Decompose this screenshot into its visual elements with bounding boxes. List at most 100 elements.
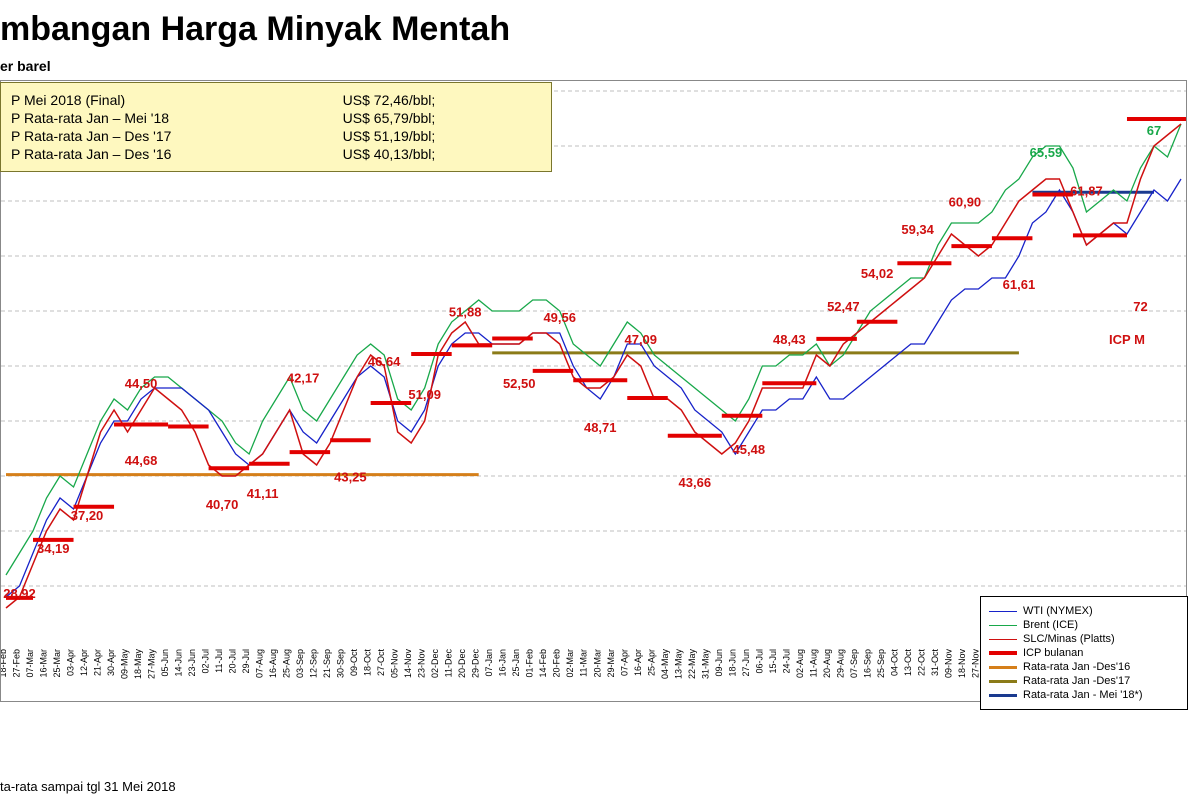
info-row-value: US$ 51,19/bbl; <box>325 127 541 145</box>
footnote-text: ta-rata sampai tgl 31 Mei 2018 <box>0 779 176 794</box>
svg-text:29-Jul: 29-Jul <box>241 649 251 674</box>
svg-text:03-Sep: 03-Sep <box>295 649 305 678</box>
svg-text:37,20: 37,20 <box>71 508 104 523</box>
svg-text:42,17: 42,17 <box>287 371 320 386</box>
svg-text:41,11: 41,11 <box>247 486 279 501</box>
svg-text:21-Apr: 21-Apr <box>93 649 103 676</box>
svg-text:61,61: 61,61 <box>1003 277 1036 292</box>
svg-text:29-Aug: 29-Aug <box>835 649 845 678</box>
svg-text:16-Aug: 16-Aug <box>268 649 278 678</box>
svg-text:07-Sep: 07-Sep <box>849 649 859 678</box>
svg-text:60,90: 60,90 <box>949 195 982 210</box>
svg-text:21-Sep: 21-Sep <box>322 649 332 678</box>
svg-text:09-May: 09-May <box>120 649 130 680</box>
svg-text:23-Nov: 23-Nov <box>417 649 427 679</box>
svg-text:02-Dec: 02-Dec <box>430 649 440 679</box>
svg-text:22-Oct: 22-Oct <box>916 649 926 677</box>
svg-text:25-Aug: 25-Aug <box>282 649 292 678</box>
info-row-value: US$ 72,46/bbl; <box>325 91 541 109</box>
svg-text:31-Oct: 31-Oct <box>930 649 940 677</box>
summary-table: P Mei 2018 (Final)US$ 72,46/bbl; P Rata-… <box>11 91 541 163</box>
svg-text:18-Nov: 18-Nov <box>957 649 967 679</box>
svg-text:27-Nov: 27-Nov <box>970 649 980 679</box>
svg-text:02-Jul: 02-Jul <box>201 649 211 674</box>
legend-label: SLC/Minas (Platts) <box>1023 633 1115 645</box>
svg-text:25-Sep: 25-Sep <box>876 649 886 678</box>
legend-row: Brent (ICE) <box>989 619 1179 631</box>
svg-text:09-Nov: 09-Nov <box>943 649 953 679</box>
info-row-label: P Rata-rata Jan – Des '17 <box>11 127 325 145</box>
legend-row: Rata-rata Jan -Des'17 <box>989 675 1179 687</box>
svg-text:05-Nov: 05-Nov <box>390 649 400 679</box>
svg-text:27-Oct: 27-Oct <box>376 649 386 677</box>
svg-text:47,09: 47,09 <box>624 332 657 347</box>
svg-text:01-Feb: 01-Feb <box>525 649 535 678</box>
svg-text:43,25: 43,25 <box>334 470 367 485</box>
svg-text:07-Jan: 07-Jan <box>484 649 494 677</box>
svg-text:28,92: 28,92 <box>3 586 36 601</box>
svg-text:30-Apr: 30-Apr <box>106 649 116 676</box>
summary-info-box: P Mei 2018 (Final)US$ 72,46/bbl; P Rata-… <box>0 82 552 172</box>
info-row-label: P Rata-rata Jan – Mei '18 <box>11 109 325 127</box>
svg-text:09-Oct: 09-Oct <box>349 649 359 677</box>
svg-text:18-Oct: 18-Oct <box>363 649 373 677</box>
svg-text:54,02: 54,02 <box>861 266 894 281</box>
svg-text:11-Aug: 11-Aug <box>808 649 818 677</box>
svg-text:12-Sep: 12-Sep <box>309 649 319 678</box>
legend-label: Rata-rata Jan - Mei '18*) <box>1023 689 1142 701</box>
svg-text:16-Sep: 16-Sep <box>862 649 872 678</box>
legend-label: WTI (NYMEX) <box>1023 605 1093 617</box>
svg-text:20-Jul: 20-Jul <box>228 649 238 674</box>
svg-text:20-Dec: 20-Dec <box>457 649 467 679</box>
info-row-value: US$ 40,13/bbl; <box>325 145 541 163</box>
svg-text:27-Jun: 27-Jun <box>741 649 751 677</box>
svg-text:20-Mar: 20-Mar <box>592 649 602 678</box>
svg-text:25-Apr: 25-Apr <box>646 649 656 676</box>
svg-text:15-Jul: 15-Jul <box>768 649 778 674</box>
svg-text:40,70: 40,70 <box>206 497 239 512</box>
svg-text:30-Sep: 30-Sep <box>336 649 346 678</box>
svg-text:ICP M: ICP M <box>1109 332 1145 347</box>
svg-text:44,68: 44,68 <box>125 453 158 468</box>
svg-text:14-Jun: 14-Jun <box>174 649 184 677</box>
svg-text:61,87: 61,87 <box>1070 184 1103 199</box>
legend-label: ICP bulanan <box>1023 647 1083 659</box>
svg-text:13-May: 13-May <box>673 649 683 680</box>
svg-text:14-Nov: 14-Nov <box>403 649 413 679</box>
svg-text:02-Mar: 02-Mar <box>565 649 575 678</box>
svg-text:20-Aug: 20-Aug <box>822 649 832 678</box>
svg-text:11-Mar: 11-Mar <box>579 649 589 677</box>
svg-text:16-Mar: 16-Mar <box>39 649 49 678</box>
svg-text:07-Mar: 07-Mar <box>25 649 35 678</box>
svg-text:23-Jun: 23-Jun <box>187 649 197 677</box>
page-subtitle: er barel <box>0 58 51 74</box>
svg-text:51,09: 51,09 <box>408 387 441 402</box>
svg-text:59,34: 59,34 <box>901 222 934 237</box>
info-row-value: US$ 65,79/bbl; <box>325 109 541 127</box>
svg-text:22-May: 22-May <box>687 649 697 680</box>
svg-text:72: 72 <box>1133 299 1147 314</box>
svg-text:05-Jun: 05-Jun <box>160 649 170 677</box>
svg-text:07-Apr: 07-Apr <box>619 649 629 676</box>
svg-text:18-May: 18-May <box>133 649 143 680</box>
legend-row: Rata-rata Jan - Mei '18*) <box>989 689 1179 701</box>
page-title: mbangan Harga Minyak Mentah <box>0 10 510 49</box>
svg-text:48,43: 48,43 <box>773 332 806 347</box>
svg-text:49,56: 49,56 <box>543 310 576 325</box>
info-row-label: P Mei 2018 (Final) <box>11 91 325 109</box>
svg-text:43,66: 43,66 <box>679 475 712 490</box>
svg-text:16-Jan: 16-Jan <box>498 649 508 677</box>
svg-text:46,64: 46,64 <box>368 354 401 369</box>
svg-text:06-Jul: 06-Jul <box>754 649 764 674</box>
svg-text:12-Apr: 12-Apr <box>79 649 89 676</box>
info-row-label: P Rata-rata Jan – Des '16 <box>11 145 325 163</box>
svg-text:14-Feb: 14-Feb <box>538 649 548 678</box>
legend-label: Rata-rata Jan -Des'17 <box>1023 675 1130 687</box>
svg-text:03-Apr: 03-Apr <box>66 649 76 676</box>
svg-text:51,88: 51,88 <box>449 305 482 320</box>
svg-text:29-Mar: 29-Mar <box>606 649 616 678</box>
svg-text:13-Oct: 13-Oct <box>903 649 913 677</box>
svg-text:25-Mar: 25-Mar <box>52 649 62 678</box>
svg-text:04-Oct: 04-Oct <box>889 649 899 677</box>
legend-row: SLC/Minas (Platts) <box>989 633 1179 645</box>
